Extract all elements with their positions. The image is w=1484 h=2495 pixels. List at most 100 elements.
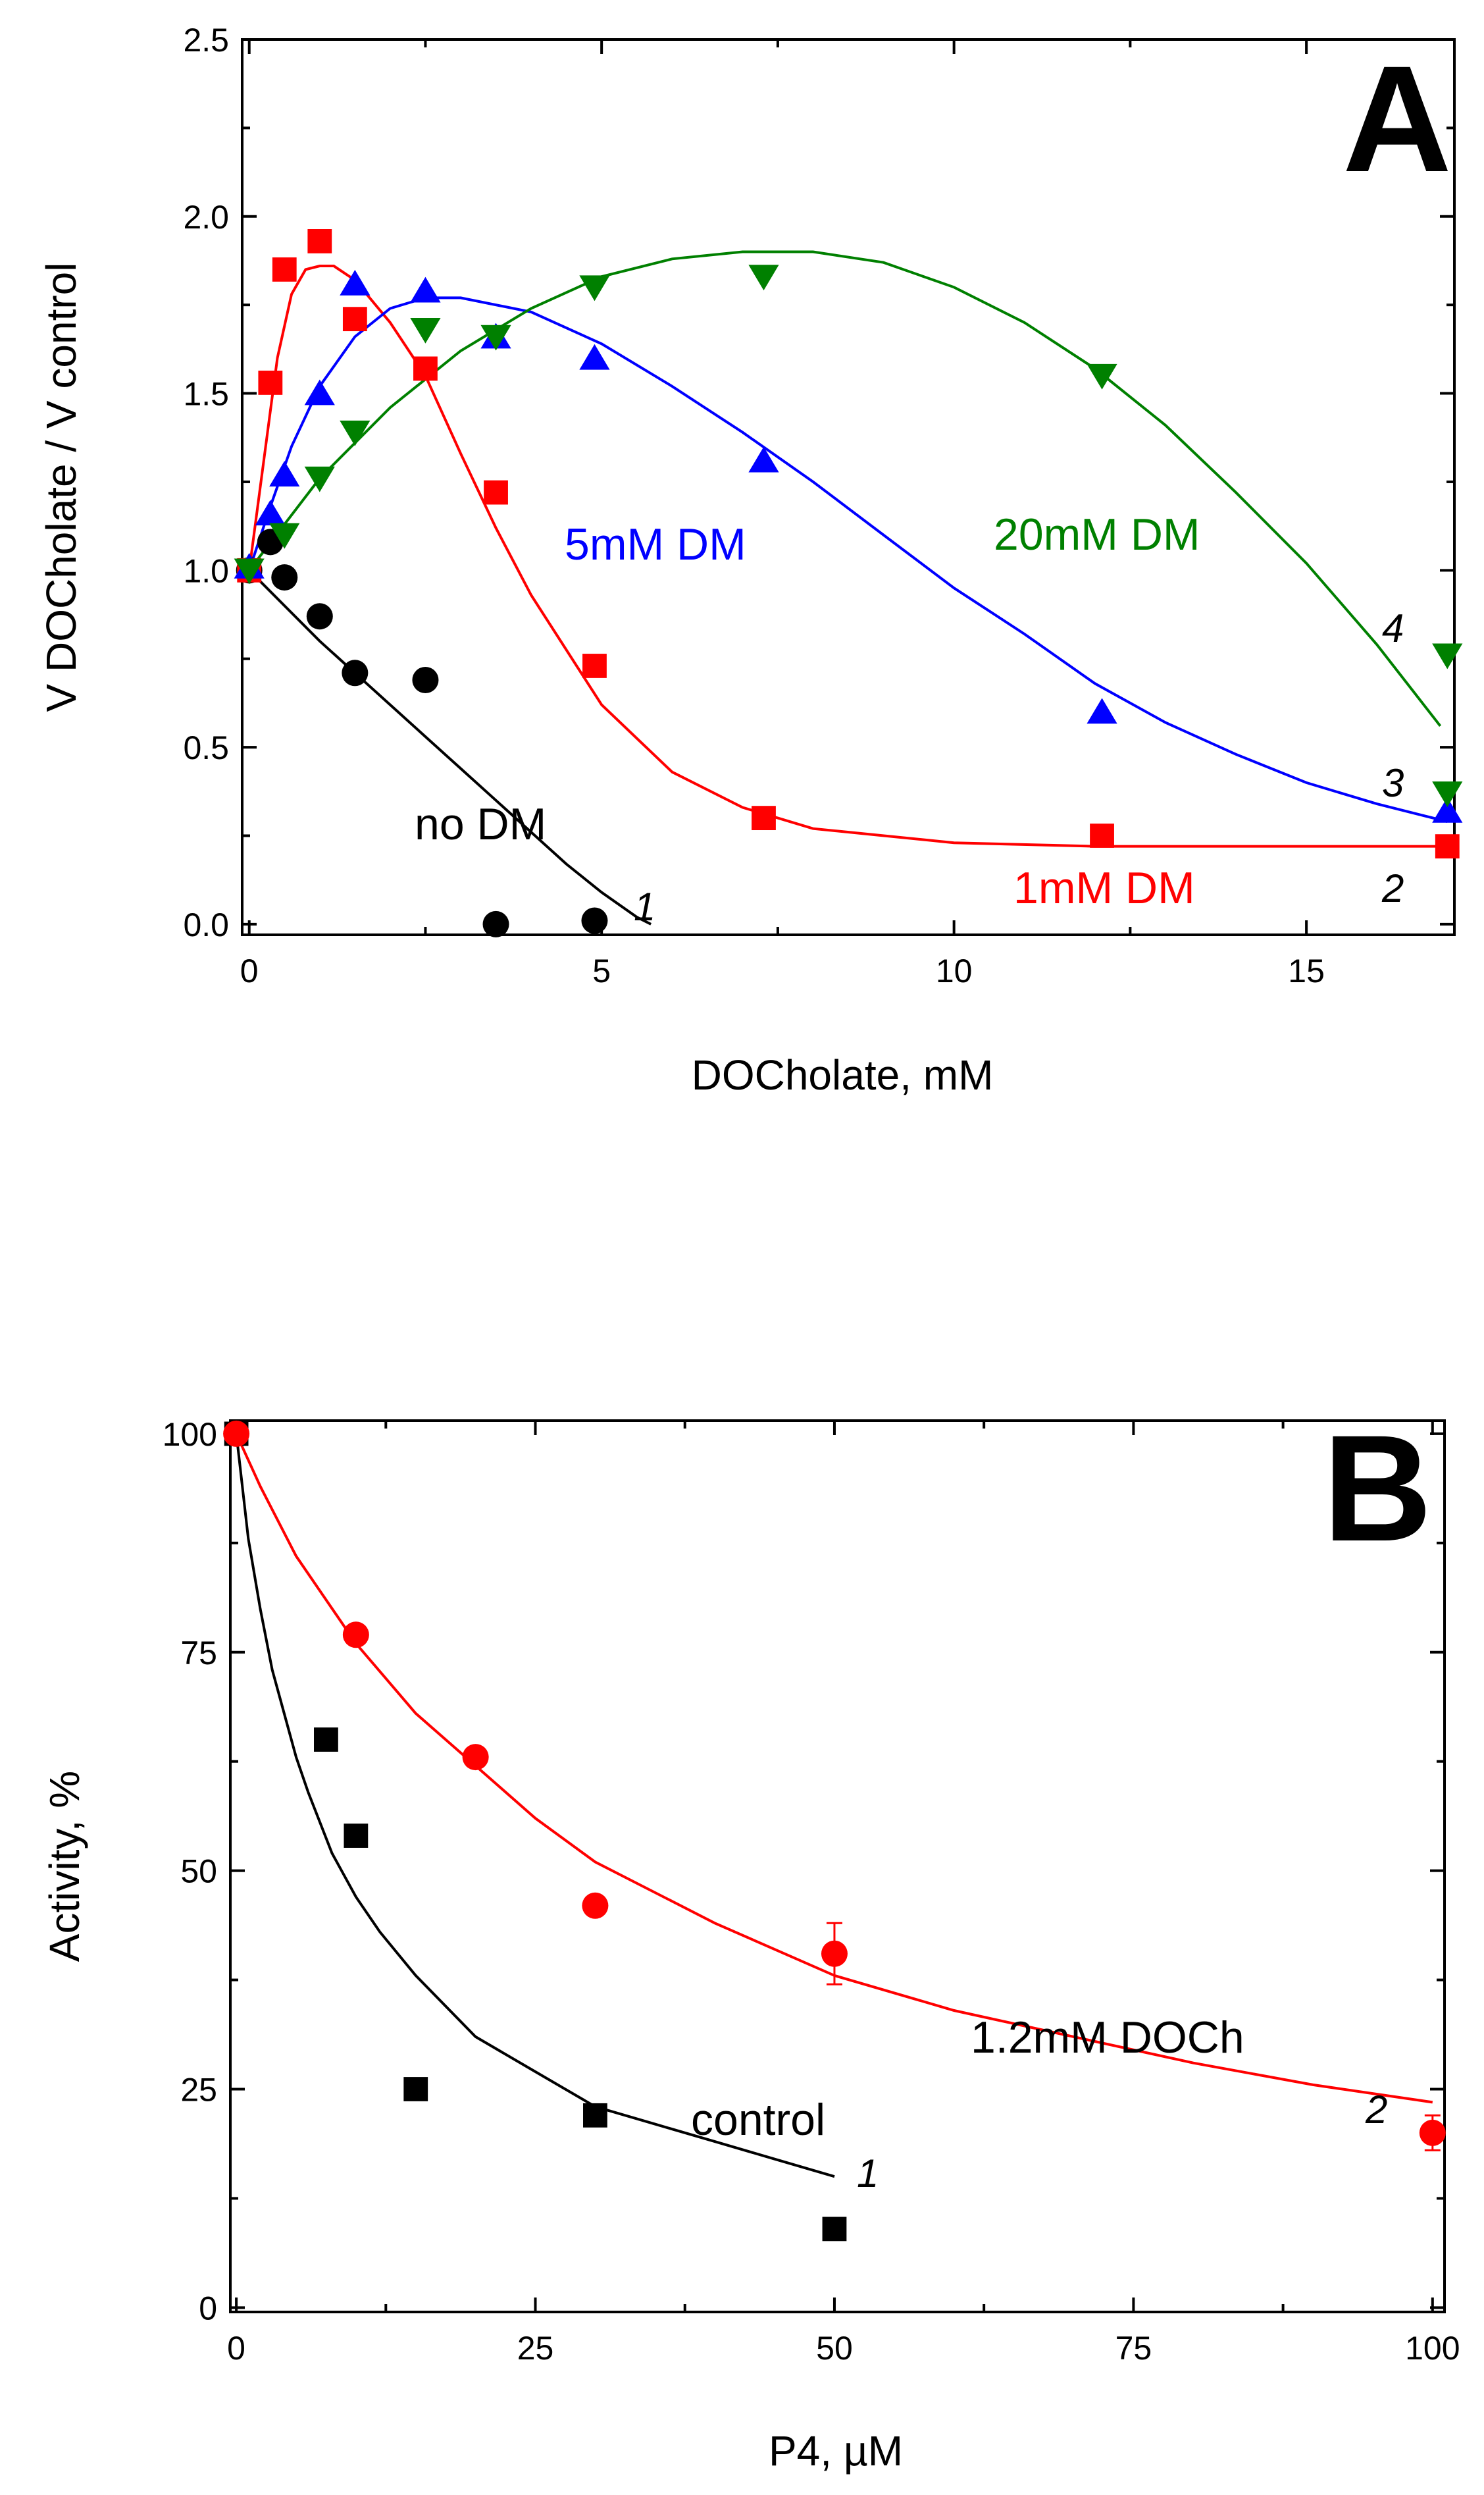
curve-number-1: 1 (634, 885, 655, 929)
y-tick-label: 0.0 (183, 906, 229, 943)
data-point-series-4 (748, 265, 779, 291)
data-point-series-1 (583, 2103, 607, 2128)
panel-a-fit-curves (247, 250, 1448, 926)
data-point-series-1 (344, 1824, 369, 1848)
data-point-series-2 (1090, 824, 1114, 848)
data-point-series-3 (1432, 797, 1463, 823)
y-tick-label: 25 (180, 2072, 217, 2109)
x-tick-label: 5 (592, 953, 611, 989)
fit-curve-3 (247, 296, 1448, 823)
x-tick-label: 10 (936, 953, 973, 989)
data-point-series-3 (269, 461, 300, 487)
panel-b-frame (229, 1419, 1446, 2313)
data-point-series-4 (480, 325, 511, 351)
data-point-series-4 (1432, 781, 1463, 807)
x-tick-label: 75 (1115, 2330, 1152, 2367)
panel-b-xlabel: P4, µM (769, 2427, 903, 2475)
curve-number-2: 2 (1381, 866, 1404, 910)
data-point-series-1 (403, 2077, 428, 2101)
panel-a-ylabel: V DOCholate / V control (38, 263, 85, 712)
x-tick-label: 0 (227, 2330, 245, 2367)
data-point-series-2 (1435, 834, 1460, 859)
label-1-2mm-doch: 1.2mM DOCh (971, 2012, 1244, 2062)
data-point-series-2 (342, 1621, 369, 1648)
curve-number-b1: 1 (857, 2151, 879, 2195)
data-point-series-2 (752, 806, 776, 831)
curve-number-b2: 2 (1365, 2088, 1387, 2132)
data-point-series-4 (1432, 643, 1463, 670)
data-point-series-2 (413, 356, 438, 381)
data-point-series-4 (234, 558, 265, 585)
data-point-series-3 (1087, 698, 1117, 724)
data-point-series-2 (342, 307, 367, 332)
panel-b: 0 25 50 75 100 0 25 50 75 100 B control 1.2mM DOC… (41, 1404, 1460, 2475)
data-point-series-1 (482, 910, 509, 937)
data-point-series-3 (748, 446, 779, 473)
y-tick-label: 100 (163, 1416, 217, 1453)
data-point-series-1 (822, 2217, 847, 2242)
data-point-series-2 (582, 654, 607, 678)
data-point-series-1 (271, 564, 298, 591)
fit-curve-4 (248, 250, 1442, 727)
data-point-series-2 (821, 1940, 848, 1967)
panel-a: 0 5 10 150.00.51.01.52.02.5 A no DM 1mM DM … (38, 22, 1463, 1099)
fit-curve-1 (235, 1433, 835, 2178)
data-point-series-4 (579, 275, 610, 302)
data-point-series-3 (579, 344, 610, 370)
y-tick-label: 75 (180, 1635, 217, 1671)
panel-a-letter: A (1343, 34, 1452, 203)
panel-a-ticks: 0 5 10 15 0.0 0.5 1.0 1.5 2.0 2.5 (183, 22, 1454, 989)
data-point-series-2 (223, 1420, 250, 1447)
data-point-series-4 (1087, 363, 1117, 390)
fit-curve-2 (247, 265, 1448, 848)
label-no-dm: no DM (415, 799, 546, 849)
data-point-series-2 (258, 371, 283, 395)
x-tick-label: 50 (816, 2330, 853, 2367)
panel-a-xlabel: DOCholate, mM (692, 1051, 994, 1099)
y-tick-label: 2.0 (183, 199, 229, 236)
x-tick-label: 15 (1288, 953, 1325, 989)
x-tick-label: 100 (1405, 2330, 1460, 2367)
data-point-series-2 (272, 257, 297, 282)
data-point-series-1 (412, 666, 439, 693)
data-point-series-3 (304, 379, 335, 406)
label-5mm-dm: 5mM DM (565, 519, 746, 569)
data-point-series-4 (340, 420, 371, 446)
panel-b-letter: B (1323, 1404, 1432, 1573)
label-1mm-dm: 1mM DM (1013, 863, 1195, 913)
fit-curve-2 (235, 1433, 1433, 2104)
y-tick-label: 0.5 (183, 729, 229, 766)
x-tick-label: 25 (517, 2330, 554, 2367)
data-point-series-4 (269, 523, 300, 549)
y-tick-label: 2.5 (183, 22, 229, 59)
panel-b-ylabel: Activity, % (41, 1771, 88, 1962)
data-point-series-1 (581, 907, 608, 934)
x-tick-label: 0 (240, 953, 259, 989)
data-point-series-4 (410, 317, 441, 344)
y-tick-label: 50 (180, 1853, 217, 1890)
data-point-series-1 (314, 1727, 338, 1752)
data-point-series-3 (410, 276, 441, 303)
panel-a-frame (241, 38, 1456, 936)
data-point-series-3 (340, 269, 371, 296)
y-tick-label: 1.0 (183, 552, 229, 589)
data-point-series-2 (1419, 2119, 1446, 2146)
data-point-series-2 (462, 1744, 489, 1771)
y-tick-label: 0 (199, 2290, 217, 2326)
data-point-series-4 (304, 466, 335, 492)
data-point-series-1 (306, 603, 333, 630)
fit-curve-1 (248, 569, 652, 926)
label-20mm-dm: 20mM DM (994, 510, 1200, 560)
data-point-series-1 (342, 660, 369, 687)
data-point-series-2 (307, 229, 332, 253)
panel-b-points (223, 1420, 1446, 2242)
panel-a-points (234, 229, 1463, 937)
y-tick-label: 1.5 (183, 376, 229, 413)
data-point-series-2 (484, 480, 508, 505)
label-control: control (691, 2095, 825, 2145)
panel-b-fit-curves (235, 1433, 1433, 2178)
curve-number-3: 3 (1382, 761, 1404, 805)
data-point-series-3 (255, 500, 286, 526)
panel-b-ticks: 0 25 50 75 100 0 25 50 75 100 (163, 1416, 1460, 2367)
